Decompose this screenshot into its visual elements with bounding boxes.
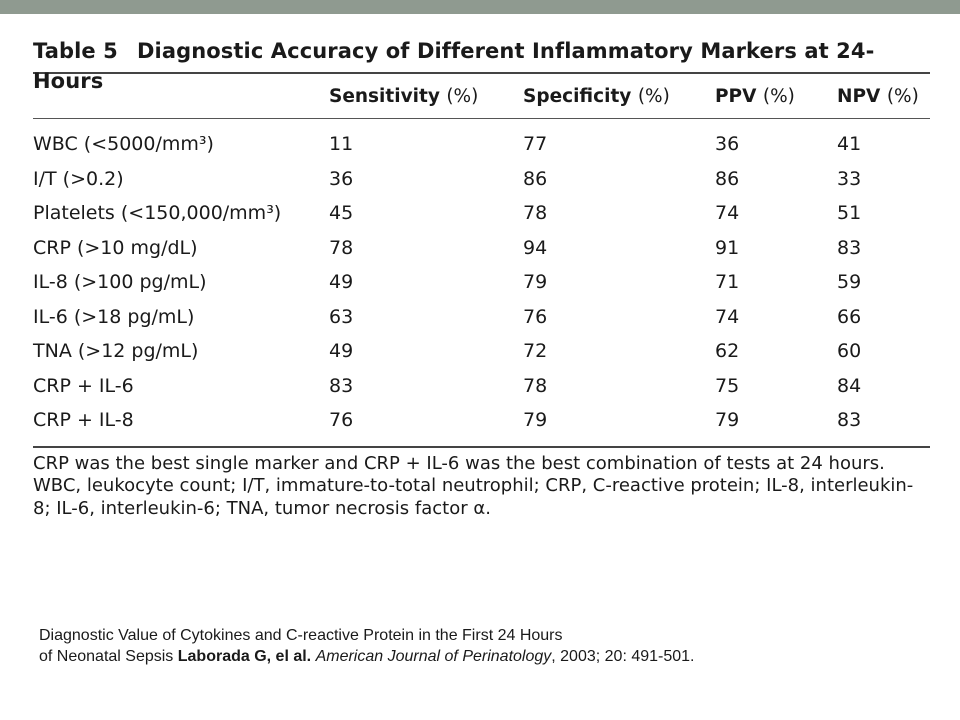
- footnote-abbreviations: WBC, leukocyte count; I/T, immature-to-t…: [33, 475, 914, 519]
- cell-ppv: 74: [715, 202, 740, 225]
- cell-sensitivity: 49: [329, 271, 354, 294]
- cell-marker: CRP + IL-6: [33, 374, 134, 397]
- header-specificity: Specificity (%): [523, 85, 670, 107]
- table-row: TNA (>12 pg/mL) 49 72 62 60: [33, 334, 930, 369]
- cell-sensitivity: 78: [329, 236, 354, 259]
- cell-npv: 83: [837, 236, 862, 259]
- source-citation: Diagnostic Value of Cytokines and C-reac…: [39, 625, 939, 667]
- table-body: WBC (<5000/mm³) 11 77 36 41 I/T (>0.2) 3…: [33, 119, 930, 446]
- results-table: Table 5 Diagnostic Accuracy of Different …: [33, 36, 930, 520]
- cell-npv: 51: [837, 202, 862, 225]
- cell-sensitivity: 11: [329, 133, 354, 156]
- citation-journal: American Journal of Perinatology: [315, 648, 552, 665]
- cell-marker: WBC (<5000/mm³): [33, 133, 214, 156]
- cell-sensitivity: 36: [329, 167, 354, 190]
- table-row: IL-6 (>18 pg/mL) 63 76 74 66: [33, 300, 930, 335]
- table-caption: Diagnostic Accuracy of Different Inflamm…: [33, 39, 875, 93]
- top-accent-bar: [0, 0, 960, 14]
- cell-ppv: 79: [715, 409, 740, 432]
- cell-specificity: 79: [523, 271, 548, 294]
- table-row: IL-8 (>100 pg/mL) 49 79 71 59: [33, 265, 930, 300]
- footnote-summary: CRP was the best single marker and CRP +…: [33, 452, 885, 474]
- cell-npv: 41: [837, 133, 862, 156]
- table-row: CRP (>10 mg/dL) 78 94 91 83: [33, 231, 930, 266]
- cell-ppv: 74: [715, 305, 740, 328]
- cell-sensitivity: 45: [329, 202, 354, 225]
- cell-npv: 84: [837, 374, 862, 397]
- table-row: Platelets (<150,000/mm³) 45 78 74 51: [33, 196, 930, 231]
- citation-details: , 2003; 20: 491-501.: [551, 648, 695, 665]
- header-sensitivity: Sensitivity (%): [329, 85, 479, 107]
- citation-title-line: Diagnostic Value of Cytokines and C-reac…: [39, 627, 563, 644]
- cell-sensitivity: 76: [329, 409, 354, 432]
- cell-marker: I/T (>0.2): [33, 167, 124, 190]
- table-top-rule: [33, 72, 930, 74]
- citation-authors: Laborada G, el al.: [177, 648, 312, 665]
- cell-specificity: 76: [523, 305, 548, 328]
- header-rule: [33, 118, 930, 119]
- cell-ppv: 62: [715, 340, 740, 363]
- cell-specificity: 78: [523, 202, 548, 225]
- table-row: CRP + IL-6 83 78 75 84: [33, 369, 930, 404]
- cell-npv: 60: [837, 340, 862, 363]
- cell-marker: CRP + IL-8: [33, 409, 134, 432]
- cell-npv: 83: [837, 409, 862, 432]
- table-row: CRP + IL-8 76 79 79 83: [33, 403, 930, 438]
- cell-specificity: 78: [523, 374, 548, 397]
- cell-specificity: 77: [523, 133, 548, 156]
- header-ppv: PPV (%): [715, 85, 795, 107]
- cell-specificity: 86: [523, 167, 548, 190]
- cell-specificity: 79: [523, 409, 548, 432]
- citation-prefix: of Neonatal Sepsis: [39, 648, 178, 665]
- cell-npv: 33: [837, 167, 862, 190]
- cell-npv: 59: [837, 271, 862, 294]
- cell-marker: CRP (>10 mg/dL): [33, 236, 198, 259]
- table-header-row: Sensitivity (%) Specificity (%) PPV (%) …: [33, 74, 930, 118]
- cell-marker: Platelets (<150,000/mm³): [33, 202, 282, 225]
- cell-specificity: 94: [523, 236, 548, 259]
- cell-ppv: 71: [715, 271, 740, 294]
- table-bottom-rule: [33, 445, 930, 448]
- cell-ppv: 75: [715, 374, 740, 397]
- cell-sensitivity: 83: [329, 374, 354, 397]
- cell-ppv: 86: [715, 167, 740, 190]
- cell-sensitivity: 63: [329, 305, 354, 328]
- cell-ppv: 36: [715, 133, 740, 156]
- table-row: I/T (>0.2) 36 86 86 33: [33, 162, 930, 197]
- table-row: WBC (<5000/mm³) 11 77 36 41: [33, 127, 930, 162]
- cell-sensitivity: 49: [329, 340, 354, 363]
- cell-marker: IL-6 (>18 pg/mL): [33, 305, 195, 328]
- cell-ppv: 91: [715, 236, 740, 259]
- citation-reference-line: of Neonatal Sepsis Laborada G, el al. Am…: [39, 646, 939, 667]
- table-footnotes: CRP was the best single marker and CRP +…: [33, 453, 930, 521]
- table-number: Table 5: [33, 39, 118, 63]
- table-title: Table 5 Diagnostic Accuracy of Different …: [33, 36, 930, 93]
- cell-marker: TNA (>12 pg/mL): [33, 340, 199, 363]
- header-npv: NPV (%): [837, 85, 919, 107]
- cell-marker: IL-8 (>100 pg/mL): [33, 271, 207, 294]
- cell-specificity: 72: [523, 340, 548, 363]
- cell-npv: 66: [837, 305, 862, 328]
